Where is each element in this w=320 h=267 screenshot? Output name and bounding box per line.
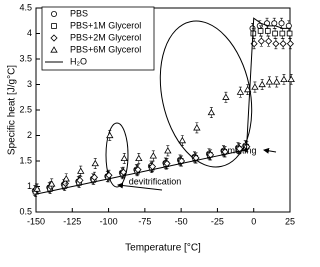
marker (251, 83, 259, 90)
x-tick-label: 0 (251, 216, 256, 226)
marker (236, 145, 244, 153)
marker (280, 75, 288, 82)
marker (258, 80, 266, 88)
marker (178, 136, 187, 144)
marker (207, 151, 215, 159)
marker (207, 108, 216, 116)
marker (91, 159, 99, 167)
chart: Temperature [°C] Specific heat [J/g°C] m… (7, 2, 295, 254)
marker (272, 78, 281, 85)
marker (272, 30, 278, 37)
legend-marker (50, 34, 58, 42)
marker (257, 37, 265, 45)
marker (48, 180, 56, 187)
legend-box (41, 6, 155, 71)
marker (62, 175, 70, 182)
annotation: devitrification (129, 176, 182, 186)
marker (177, 157, 186, 165)
y-tick-label: 1 (27, 181, 32, 191)
marker (257, 28, 264, 34)
marker (265, 37, 273, 45)
y-tick-label: 2 (27, 130, 32, 140)
marker (164, 146, 172, 154)
y-axis-label: Specific heat [J/g°C] (7, 65, 18, 155)
legend-label: H₂O (70, 56, 87, 66)
marker (272, 40, 280, 48)
marker (149, 152, 158, 159)
marker (33, 185, 41, 192)
arrow (263, 147, 277, 154)
legend-label: PBS+1M Glycerol (70, 20, 141, 30)
legend-marker (51, 23, 57, 29)
x-tick-label: 25 (285, 216, 295, 226)
y-tick-label: 1.5 (19, 155, 32, 165)
y-tick-label: 2.5 (19, 104, 32, 114)
x-tick-label: -75 (138, 216, 151, 226)
legend-label: PBS+6M Glycerol (70, 44, 141, 54)
marker (286, 40, 294, 48)
marker (279, 40, 287, 48)
marker (236, 88, 245, 95)
ellipse (105, 122, 129, 188)
y-tick-label: 4 (27, 28, 32, 38)
legend-label: PBS+2M Glycerol (70, 32, 141, 42)
marker (120, 154, 128, 162)
x-axis-label: Temperature [°C] (125, 243, 201, 254)
marker (77, 167, 85, 174)
marker (243, 85, 252, 93)
x-tick-label: -100 (100, 216, 118, 226)
marker (106, 131, 114, 139)
marker (279, 30, 286, 37)
x-tick-label: -25 (211, 216, 224, 226)
ellipse (159, 20, 253, 168)
arrow (117, 182, 163, 191)
marker (271, 20, 278, 27)
legend-label: PBS (70, 8, 88, 18)
x-tick-label: -125 (63, 216, 81, 226)
legend-marker (50, 46, 58, 53)
y-tick-label: 3 (27, 79, 32, 89)
marker (287, 75, 295, 82)
y-tick-label: 3.5 (19, 53, 32, 63)
marker (61, 179, 69, 188)
legend-marker (51, 10, 58, 17)
marker (221, 148, 229, 156)
marker (265, 78, 274, 85)
x-tick-label: -150 (27, 216, 45, 226)
marker (285, 22, 292, 29)
marker (286, 30, 293, 37)
marker (192, 154, 200, 162)
marker (265, 28, 271, 34)
marker (76, 176, 84, 184)
x-tick-label: -50 (175, 216, 188, 226)
marker (90, 173, 99, 181)
y-tick-label: 0.5 (19, 206, 32, 216)
line (35, 17, 290, 195)
marker (135, 154, 143, 162)
marker (193, 124, 201, 131)
marker (222, 93, 230, 100)
marker (278, 20, 285, 27)
y-tick-label: 4.5 (19, 2, 32, 12)
